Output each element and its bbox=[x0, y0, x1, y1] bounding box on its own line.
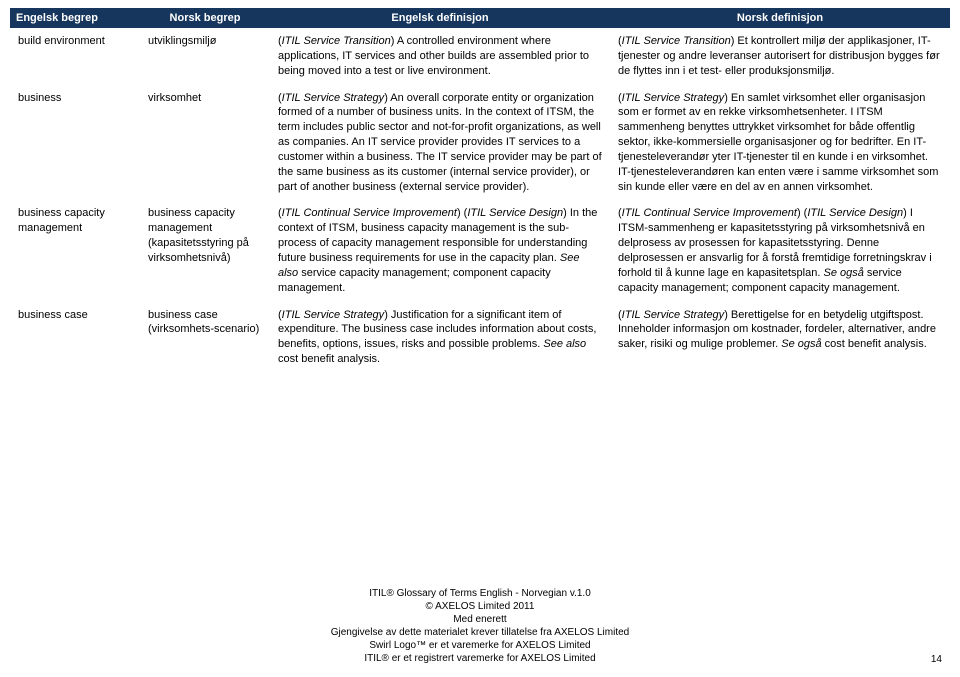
footer-line: © AXELOS Limited 2011 bbox=[0, 600, 960, 613]
cell-eng-term: business case bbox=[10, 302, 140, 373]
header-nor-def: Norsk definisjon bbox=[610, 8, 950, 28]
cell-nor-term: utviklingsmiljø bbox=[140, 28, 270, 85]
footer-line: ITIL® Glossary of Terms English - Norveg… bbox=[0, 587, 960, 600]
header-nor-term: Norsk begrep bbox=[140, 8, 270, 28]
cell-nor-term: business case (virksomhets-scenario) bbox=[140, 302, 270, 373]
table-row: build environment utviklingsmiljø (ITIL … bbox=[10, 28, 950, 85]
cell-nor-def: (ITIL Continual Service Improvement) (IT… bbox=[610, 200, 950, 301]
cell-eng-term: build environment bbox=[10, 28, 140, 85]
footer-line: ITIL® er et registrert varemerke for AXE… bbox=[0, 652, 960, 665]
footer-line: Swirl Logo™ er et varemerke for AXELOS L… bbox=[0, 639, 960, 652]
header-eng-def: Engelsk definisjon bbox=[270, 8, 610, 28]
header-row: Engelsk begrep Norsk begrep Engelsk defi… bbox=[10, 8, 950, 28]
cell-eng-def: (ITIL Continual Service Improvement) (IT… bbox=[270, 200, 610, 301]
cell-nor-def: (ITIL Service Transition) Et kontrollert… bbox=[610, 28, 950, 85]
table-row: business case business case (virksomhets… bbox=[10, 302, 950, 373]
cell-eng-def: (ITIL Service Strategy) Justification fo… bbox=[270, 302, 610, 373]
cell-eng-def: (ITIL Service Transition) A controlled e… bbox=[270, 28, 610, 85]
cell-eng-term: business bbox=[10, 85, 140, 201]
glossary-table: Engelsk begrep Norsk begrep Engelsk defi… bbox=[10, 8, 950, 373]
header-eng-term: Engelsk begrep bbox=[10, 8, 140, 28]
cell-nor-term: business capacity management (kapasitets… bbox=[140, 200, 270, 301]
table-row: business capacity management business ca… bbox=[10, 200, 950, 301]
footer-line: Med enerett bbox=[0, 613, 960, 626]
cell-nor-def: (ITIL Service Strategy) En samlet virkso… bbox=[610, 85, 950, 201]
cell-eng-def: (ITIL Service Strategy) An overall corpo… bbox=[270, 85, 610, 201]
table-row: business virksomhet (ITIL Service Strate… bbox=[10, 85, 950, 201]
cell-eng-term: business capacity management bbox=[10, 200, 140, 301]
cell-nor-term: virksomhet bbox=[140, 85, 270, 201]
page-number: 14 bbox=[931, 654, 942, 665]
footer-line: Gjengivelse av dette materialet krever t… bbox=[0, 626, 960, 639]
footer: ITIL® Glossary of Terms English - Norveg… bbox=[0, 587, 960, 665]
cell-nor-def: (ITIL Service Strategy) Berettigelse for… bbox=[610, 302, 950, 373]
